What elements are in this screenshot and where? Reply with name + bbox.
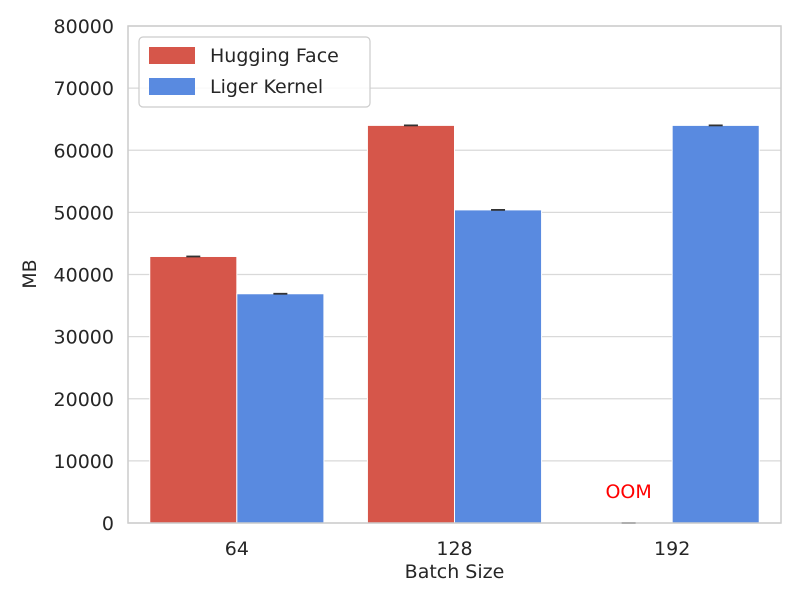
x-tick-labels: 64 128 192 — [225, 538, 691, 560]
y-tick-label: 60000 — [54, 140, 114, 162]
legend-box — [138, 36, 371, 108]
legend: Hugging Face Liger Kernel — [138, 36, 371, 108]
y-tick-label: 30000 — [54, 327, 114, 349]
y-tick-label: 10000 — [54, 451, 114, 473]
y-tick-label: 50000 — [54, 202, 114, 224]
x-tick-label: 192 — [654, 538, 690, 560]
y-tick-label: 40000 — [54, 265, 114, 287]
legend-label: Liger Kernel — [210, 76, 323, 98]
bar — [454, 209, 543, 524]
annotations-group: OOM — [605, 481, 651, 503]
y-tick-label: 80000 — [54, 16, 114, 38]
legend-swatch — [149, 47, 195, 64]
x-tick-label: 64 — [225, 538, 249, 560]
legend-swatch — [149, 78, 195, 95]
y-tick-label: 20000 — [54, 389, 114, 411]
bar — [671, 124, 760, 524]
bar — [366, 124, 455, 524]
legend-label: Hugging Face — [210, 45, 339, 67]
x-tick-label: 128 — [436, 538, 472, 560]
x-axis-title: Batch Size — [405, 561, 505, 583]
y-tick-label: 0 — [102, 513, 114, 535]
plot-frame — [127, 25, 782, 524]
y-tick-label: 70000 — [54, 78, 114, 100]
y-tick-labels: 0 10000 20000 30000 40000 50000 60000 70000 8000… — [54, 16, 114, 535]
bar — [236, 293, 325, 524]
y-axis-title: MB — [19, 259, 41, 288]
oom-annotation: OOM — [605, 481, 651, 503]
bars-group — [149, 124, 760, 524]
bar — [149, 255, 238, 524]
